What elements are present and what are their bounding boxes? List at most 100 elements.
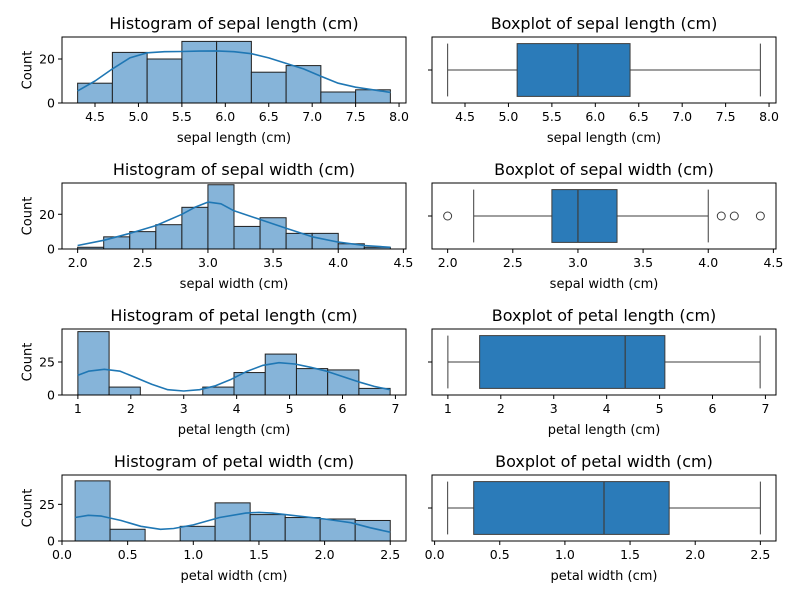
- histogram-bar: [181, 206, 209, 250]
- histogram-bar: [77, 82, 113, 104]
- boxplot-panel-7: Boxplot of petal width (cm) 0.0 0.5 1.0 1.5 2…: [425, 452, 777, 584]
- histogram-bar: [207, 184, 235, 250]
- axes-frame: [431, 328, 777, 396]
- x-tick-label: 2.0: [315, 547, 335, 562]
- x-tick-label: 2: [127, 401, 135, 416]
- x-tick-label: 6.5: [259, 109, 279, 124]
- histogram-bar: [284, 517, 321, 542]
- x-tick-label: 4.5: [393, 255, 413, 270]
- y-axis-label: Count: [21, 197, 36, 236]
- x-tick-label: 0.5: [118, 547, 138, 562]
- x-tick-label: 5.0: [498, 109, 518, 124]
- x-axis-label: petal width (cm): [551, 569, 658, 584]
- x-tick-label: 1.5: [620, 547, 640, 562]
- outlier-point: [729, 211, 739, 221]
- histogram-bar: [214, 502, 251, 542]
- box-iqr: [551, 189, 618, 243]
- x-tick-label: 6: [339, 401, 347, 416]
- x-tick-label: 1.0: [183, 547, 203, 562]
- chart-title: Boxplot of sepal length (cm): [491, 14, 718, 33]
- x-tick-label: 2.0: [438, 255, 458, 270]
- box-iqr: [516, 43, 631, 97]
- chart-title: Boxplot of sepal width (cm): [494, 160, 714, 179]
- x-tick-label: 2.0: [685, 547, 705, 562]
- kde-line: [77, 50, 391, 94]
- x-tick-label: 1.5: [249, 547, 269, 562]
- x-tick-label: 3.0: [568, 255, 588, 270]
- x-axis-label: petal width (cm): [181, 569, 288, 584]
- x-tick-label: 4.5: [455, 109, 475, 124]
- outlier-point: [716, 211, 726, 221]
- x-tick-label: 4.0: [698, 255, 718, 270]
- x-tick-label: 4: [233, 401, 241, 416]
- x-tick-label: 8.0: [759, 109, 779, 124]
- axes-frame: [61, 328, 407, 396]
- y-tick-label: 0: [47, 388, 55, 403]
- x-tick-label: 6.0: [585, 109, 605, 124]
- x-tick-label: 3: [180, 401, 188, 416]
- axes-frame: [61, 36, 407, 104]
- x-axis-label: sepal width (cm): [550, 277, 659, 292]
- x-tick-label: 4.5: [85, 109, 105, 124]
- histogram-bar: [259, 217, 287, 250]
- x-tick-label: 0.5: [490, 547, 510, 562]
- x-tick-label: 5.5: [542, 109, 562, 124]
- x-tick-label: 2.0: [68, 255, 88, 270]
- x-axis-label: sepal length (cm): [177, 131, 291, 146]
- chart-title: Histogram of sepal length (cm): [109, 14, 358, 33]
- boxplot-panel-1: Boxplot of sepal length (cm) 4.5 5.0 5.5 6.0…: [428, 14, 779, 146]
- boxplot-panel-3: Boxplot of sepal width (cm) 2.0 2.5 3.0 3.5 4…: [428, 160, 783, 292]
- histogram-bar: [74, 480, 111, 542]
- histogram-bar: [250, 71, 287, 104]
- x-tick-label: 2.5: [503, 255, 523, 270]
- x-tick-label: 2.5: [133, 255, 153, 270]
- chart-title: Histogram of petal length (cm): [110, 306, 357, 325]
- histogram-bar: [249, 514, 286, 542]
- y-axis-label: Count: [21, 489, 36, 528]
- axes-frame: [61, 182, 407, 250]
- histogram-bar: [146, 58, 183, 104]
- axes-frame: [61, 474, 407, 542]
- y-tick-label: 0: [47, 534, 55, 549]
- axes-frame: [431, 36, 777, 104]
- x-tick-label: 2.5: [380, 547, 400, 562]
- box-iqr: [473, 481, 670, 535]
- chart-title: Histogram of petal width (cm): [114, 452, 354, 471]
- y-tick-label: 0: [47, 96, 55, 111]
- x-tick-label: 2.5: [750, 547, 770, 562]
- y-tick-label: 25: [39, 497, 55, 512]
- x-tick-label: 1: [444, 401, 452, 416]
- y-axis-label: Count: [21, 343, 36, 382]
- x-tick-label: 5.0: [128, 109, 148, 124]
- x-tick-label: 7.5: [716, 109, 736, 124]
- x-tick-label: 3.5: [263, 255, 283, 270]
- x-tick-label: 3.5: [633, 255, 653, 270]
- histogram-bar: [295, 368, 329, 396]
- x-tick-label: 5: [286, 401, 294, 416]
- x-axis-label: petal length (cm): [178, 423, 291, 438]
- histogram-bar: [108, 386, 141, 396]
- histogram-bar: [77, 331, 110, 396]
- histogram-bar: [129, 231, 157, 250]
- y-tick-label: 25: [39, 355, 55, 370]
- axes-frame: [431, 182, 777, 250]
- kde-line: [77, 201, 391, 249]
- outlier-point: [755, 211, 765, 221]
- x-tick-label: 3.0: [198, 255, 218, 270]
- x-tick-label: 4: [603, 401, 611, 416]
- x-tick-label: 7.5: [346, 109, 366, 124]
- x-tick-label: 2: [497, 401, 505, 416]
- boxplot-panel-5: Boxplot of petal length (cm) 1 2 3 4 5 6 7 petal…: [428, 306, 777, 438]
- x-tick-label: 1.0: [555, 547, 575, 562]
- y-axis-label: Count: [21, 51, 36, 90]
- x-tick-label: 4.5: [763, 255, 783, 270]
- histogram-bar: [264, 353, 297, 396]
- x-tick-label: 7: [761, 401, 769, 416]
- x-tick-label: 8.0: [389, 109, 409, 124]
- x-tick-label: 7.0: [672, 109, 692, 124]
- kde-line: [77, 361, 391, 392]
